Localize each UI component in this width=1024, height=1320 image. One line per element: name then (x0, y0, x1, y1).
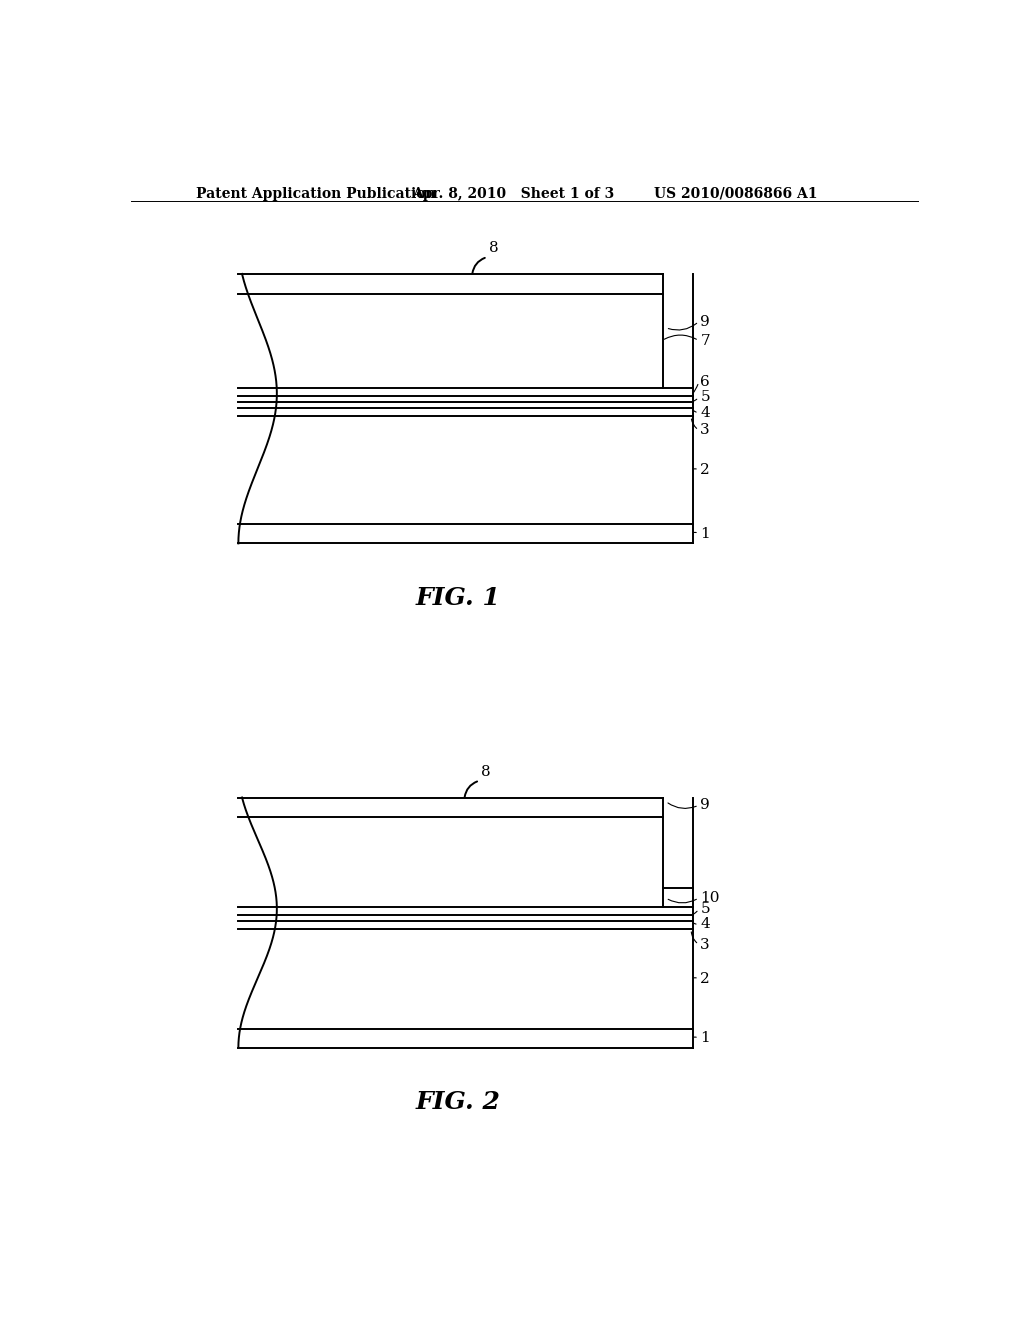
Text: 3: 3 (700, 937, 710, 952)
Text: 3: 3 (700, 424, 710, 437)
Text: 1: 1 (700, 527, 710, 541)
Text: 5: 5 (700, 391, 710, 404)
Text: 7: 7 (700, 334, 710, 347)
Text: 2: 2 (700, 463, 710, 477)
Text: 4: 4 (700, 405, 710, 420)
Text: 8: 8 (481, 766, 490, 779)
Text: 9: 9 (700, 799, 710, 812)
Text: US 2010/0086866 A1: US 2010/0086866 A1 (654, 187, 817, 201)
Text: FIG. 2: FIG. 2 (416, 1090, 501, 1114)
Text: FIG. 1: FIG. 1 (416, 586, 501, 610)
Text: 1: 1 (700, 1031, 710, 1045)
Text: Apr. 8, 2010   Sheet 1 of 3: Apr. 8, 2010 Sheet 1 of 3 (412, 187, 613, 201)
Text: 2: 2 (700, 972, 710, 986)
Text: 9: 9 (700, 314, 710, 329)
Text: 5: 5 (700, 902, 710, 916)
Text: 8: 8 (489, 242, 499, 256)
Text: 4: 4 (700, 917, 710, 932)
Text: Patent Application Publication: Patent Application Publication (196, 187, 435, 201)
Text: 6: 6 (700, 375, 710, 389)
Text: 10: 10 (700, 891, 720, 906)
